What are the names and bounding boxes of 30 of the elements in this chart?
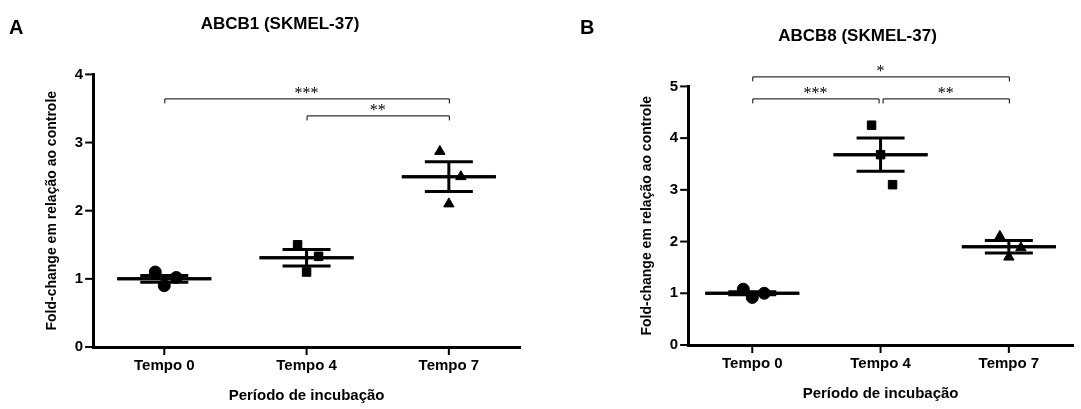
y-tick-label: 4 xyxy=(669,128,679,146)
x-tick-label: Tempo 4 xyxy=(850,354,912,372)
text: B xyxy=(580,16,595,38)
y-tick-label: 0 xyxy=(669,335,679,353)
annotation: ** xyxy=(937,83,954,101)
annotation: *** xyxy=(294,83,319,101)
y-tick-label: 1 xyxy=(74,268,84,286)
x-tick-label: Tempo 0 xyxy=(134,356,195,374)
annotation: *** xyxy=(803,83,828,101)
x-axis-title: Período de incubação xyxy=(228,386,385,404)
y-tick-label: 3 xyxy=(669,179,679,197)
y-tick-label: 2 xyxy=(669,231,679,249)
text: A xyxy=(9,16,24,38)
y-tick-label: 1 xyxy=(669,283,679,301)
y-tick-label: 2 xyxy=(74,200,84,218)
x-tick-label: Tempo 7 xyxy=(978,354,1040,372)
text: * xyxy=(876,61,885,79)
x-tick-label: Tempo 7 xyxy=(418,356,480,374)
annotation: ** xyxy=(369,100,386,118)
x-tick-label: Tempo 0 xyxy=(722,354,783,372)
y-axis-title: Fold-change em relação ao controle xyxy=(43,90,60,331)
x-tick-label: Tempo 4 xyxy=(276,356,338,374)
y-tick-label: 0 xyxy=(74,337,84,355)
chart-title: ABCB1 (SKMEL-37) xyxy=(200,13,360,33)
y-tick-label: 5 xyxy=(669,76,679,94)
y-tick-label: 4 xyxy=(74,64,84,82)
y-axis-title: Fold-change em relação ao controle xyxy=(638,95,655,336)
chart-title: ABCB8 (SKMEL-37) xyxy=(778,25,937,45)
y-tick-label: 3 xyxy=(74,132,84,150)
x-axis-title: Período de incubação xyxy=(802,384,959,402)
